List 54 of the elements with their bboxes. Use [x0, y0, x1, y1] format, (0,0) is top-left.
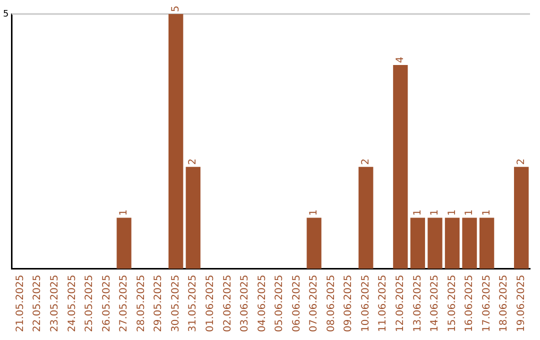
- data-label: 2: [516, 158, 527, 165]
- x-tick-label: 02.06.2025: [222, 274, 234, 332]
- data-label: 5: [170, 6, 182, 12]
- data-label: 1: [446, 209, 458, 216]
- bar: [306, 218, 322, 269]
- data-label: 1: [464, 209, 476, 216]
- bar: [168, 14, 184, 269]
- data-label: 2: [188, 158, 199, 165]
- x-tick-label: 04.06.2025: [256, 274, 268, 332]
- data-label: 2: [360, 158, 372, 165]
- x-tick-label: 09.06.2025: [343, 274, 354, 332]
- bar: [444, 218, 460, 269]
- bar: [410, 218, 426, 269]
- x-tick-label: 08.06.2025: [326, 274, 337, 332]
- data-label: 1: [481, 209, 492, 216]
- bar: [186, 166, 200, 269]
- x-tick-label: 06.06.2025: [291, 274, 302, 332]
- x-tick-label: 29.05.2025: [153, 274, 164, 332]
- x-tick-label: 31.05.2025: [188, 274, 199, 332]
- bar: [514, 166, 529, 269]
- x-tick-label: 15.06.2025: [446, 274, 458, 332]
- x-tick-label: 05.06.2025: [274, 274, 286, 332]
- bar: [116, 218, 132, 269]
- bar: [428, 218, 442, 269]
- x-tick-label: 18.06.2025: [498, 274, 510, 332]
- x-tick-label: 26.05.2025: [101, 274, 112, 332]
- x-tick-label: 14.06.2025: [430, 274, 441, 332]
- data-label: 1: [430, 209, 441, 216]
- bar: [479, 218, 494, 269]
- x-tick-label: 10.06.2025: [360, 274, 372, 332]
- x-tick-label: 19.06.2025: [516, 274, 527, 332]
- x-tick-label: 25.05.2025: [84, 274, 96, 332]
- bar: [462, 218, 477, 269]
- x-tick-label: 16.06.2025: [464, 274, 476, 332]
- x-tick-label: 23.05.2025: [50, 274, 61, 332]
- data-label: 4: [395, 56, 406, 63]
- x-tick-label: 07.06.2025: [308, 274, 320, 332]
- x-tick-label: 11.06.2025: [378, 274, 389, 332]
- x-tick-label: 13.06.2025: [412, 274, 424, 332]
- x-tick-label: 28.05.2025: [136, 274, 147, 332]
- bar: [393, 64, 408, 269]
- x-tick-label: 22.05.2025: [32, 274, 44, 332]
- x-tick-label: 01.06.2025: [204, 274, 216, 332]
- x-tick-label: 03.06.2025: [240, 274, 251, 332]
- bar: [358, 166, 374, 269]
- x-tick-label: 30.05.2025: [170, 274, 182, 332]
- x-tick-label: 12.06.2025: [395, 274, 406, 332]
- x-tick-label: 27.05.2025: [118, 274, 130, 332]
- data-label: 1: [308, 209, 320, 216]
- x-tick-label: 24.05.2025: [66, 274, 78, 332]
- data-label: 1: [412, 209, 424, 216]
- x-tick-label: 17.06.2025: [481, 274, 492, 332]
- data-label: 1: [118, 209, 130, 216]
- x-tick-label: 21.05.2025: [14, 274, 26, 332]
